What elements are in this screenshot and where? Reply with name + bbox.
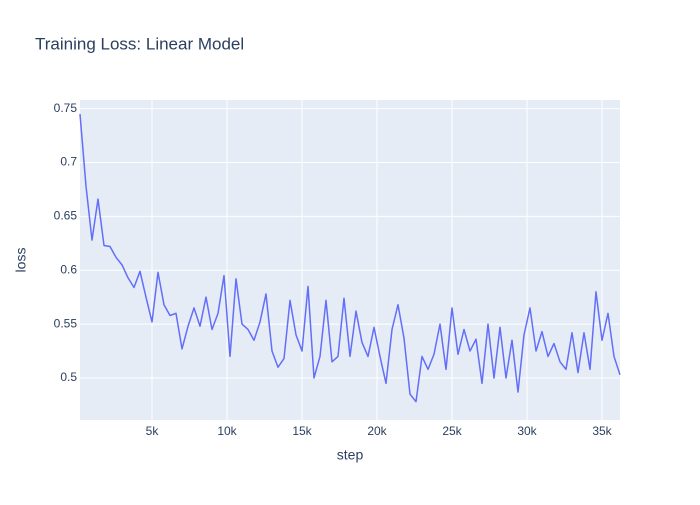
x-tick-label: 5k xyxy=(146,424,160,438)
x-tick-label: 20k xyxy=(367,424,387,438)
plot-area xyxy=(80,100,620,420)
y-tick-label: 0.55 xyxy=(54,316,78,330)
y-tick-label: 0.65 xyxy=(54,209,78,223)
y-tick-label: 0.75 xyxy=(54,101,78,115)
x-tick-label: 25k xyxy=(442,424,462,438)
x-tick-label: 15k xyxy=(292,424,312,438)
chart-title: Training Loss: Linear Model xyxy=(35,34,244,53)
y-tick-label: 0.5 xyxy=(60,370,77,384)
x-axis-title: step xyxy=(337,447,364,463)
x-tick-label: 35k xyxy=(592,424,612,438)
loss-line xyxy=(79,113,621,403)
y-tick-label: 0.7 xyxy=(60,155,77,169)
y-axis-title: loss xyxy=(13,248,29,273)
x-tick-label: 30k xyxy=(517,424,537,438)
y-tick-label: 0.6 xyxy=(60,262,77,276)
x-tick-label: 10k xyxy=(217,424,237,438)
